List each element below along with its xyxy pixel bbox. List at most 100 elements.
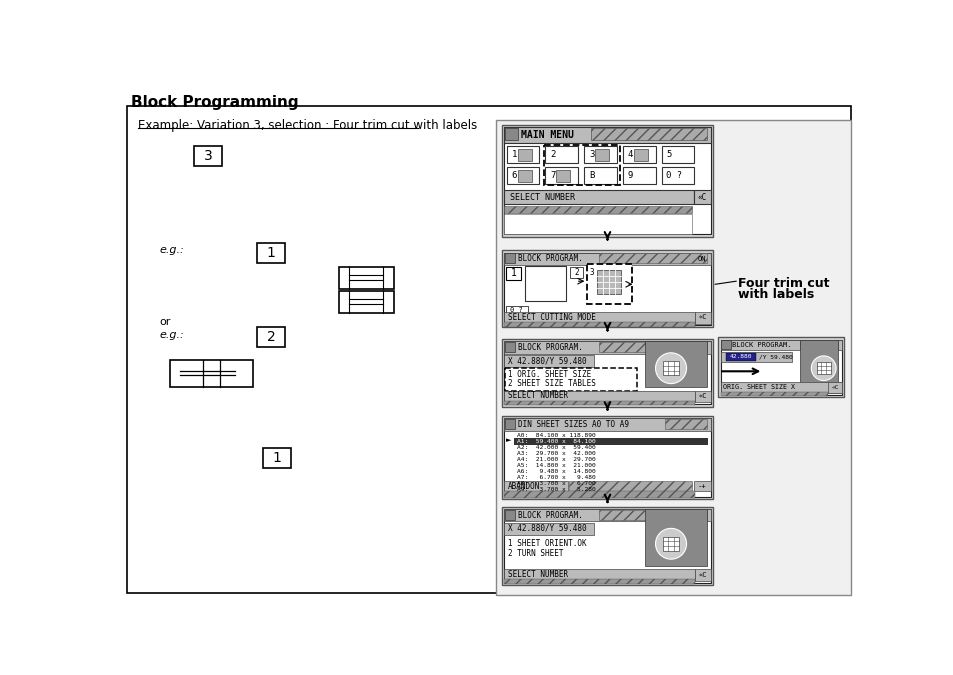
Text: A3:  29.700 x  42.000: A3: 29.700 x 42.000 (517, 451, 595, 456)
Bar (725, 353, 755, 360)
Bar (799, 340, 838, 349)
Text: A5:  14.800 x  21.000: A5: 14.800 x 21.000 (517, 463, 595, 468)
Bar (338, 291, 394, 313)
Bar (504, 312, 695, 323)
Bar (504, 127, 710, 142)
Bar (505, 306, 527, 316)
Bar (504, 252, 710, 325)
Bar (505, 368, 637, 391)
Bar (506, 167, 538, 184)
Text: «C: «C (698, 393, 706, 399)
Bar (622, 167, 655, 184)
Text: SELECT NUMBER: SELECT NUMBER (507, 570, 567, 579)
Bar (338, 267, 394, 289)
Bar (517, 169, 531, 182)
Bar (504, 400, 695, 405)
Text: 0 ?: 0 ? (666, 171, 681, 180)
Bar (543, 145, 619, 185)
Bar (664, 419, 707, 429)
Bar (718, 338, 843, 398)
Text: A6:   9.480 x  14.800: A6: 9.480 x 14.800 (517, 468, 595, 474)
Bar (517, 148, 531, 161)
Bar (720, 340, 730, 349)
Bar (720, 340, 841, 395)
Bar (695, 391, 710, 402)
Bar (598, 510, 707, 520)
Text: «C: «C (698, 315, 706, 321)
Text: 4: 4 (627, 151, 633, 159)
Bar (661, 167, 694, 184)
Text: DIN SHEET SIZES A0 TO A9: DIN SHEET SIZES A0 TO A9 (517, 420, 628, 429)
Bar (645, 509, 707, 566)
Bar (598, 254, 707, 263)
Text: e.g.:: e.g.: (159, 329, 184, 340)
Bar (556, 169, 570, 182)
Bar (720, 340, 841, 350)
Circle shape (655, 529, 686, 559)
Bar (598, 342, 707, 352)
Text: ORIG. SHEET SIZE X: ORIG. SHEET SIZE X (722, 385, 794, 390)
Text: A9:   3.700 x   5.280: A9: 3.700 x 5.280 (517, 487, 595, 492)
Bar (504, 355, 593, 367)
Text: 1: 1 (272, 450, 281, 464)
Bar (194, 146, 222, 167)
Text: BLOCK PROGRAM.: BLOCK PROGRAM. (517, 511, 581, 520)
Text: B: B (588, 171, 594, 180)
Text: ABANDON: ABANDON (507, 481, 539, 491)
Circle shape (655, 353, 686, 383)
Bar (506, 146, 538, 163)
Bar (505, 510, 515, 520)
Text: 2 SHEET SIZE TABLES: 2 SHEET SIZE TABLES (508, 379, 596, 388)
Text: ►: ► (506, 437, 511, 443)
Bar (501, 250, 712, 327)
Bar (693, 481, 710, 491)
Text: Example: Variation 3, selection : Four trim cut with labels: Example: Variation 3, selection : Four t… (137, 119, 476, 132)
Text: A7:   6.700 x   9.480: A7: 6.700 x 9.480 (517, 475, 595, 480)
Text: or: or (159, 317, 171, 327)
Text: SELECT CUTTING MODE: SELECT CUTTING MODE (507, 313, 595, 322)
Bar (720, 352, 791, 362)
Text: 3: 3 (589, 268, 594, 277)
Bar (816, 362, 830, 375)
Bar (501, 339, 712, 407)
Text: 42.880: 42.880 (729, 354, 751, 359)
Bar (504, 252, 710, 265)
Text: 1: 1 (267, 246, 275, 260)
Text: 2: 2 (267, 330, 275, 344)
Text: 3: 3 (204, 149, 213, 163)
Bar (622, 146, 655, 163)
Text: A2:  42.000 x  59.400: A2: 42.000 x 59.400 (517, 445, 595, 450)
Bar (504, 418, 710, 497)
Bar (568, 481, 691, 491)
Text: X 42.880/Y 59.480: X 42.880/Y 59.480 (507, 524, 585, 533)
Bar (504, 569, 695, 580)
Bar (504, 509, 710, 522)
Bar (662, 361, 679, 375)
Text: A0:  84.100 x 118.890: A0: 84.100 x 118.890 (517, 433, 595, 437)
Text: -+: -+ (697, 483, 705, 489)
Bar (262, 448, 291, 468)
Text: «C: «C (698, 572, 706, 578)
Text: 9: 9 (627, 171, 633, 180)
Bar (496, 119, 850, 595)
Bar (504, 523, 593, 535)
Bar (505, 254, 515, 263)
Bar (504, 214, 691, 234)
Bar (504, 481, 567, 491)
Bar (501, 125, 712, 236)
Text: A1:  59.400 x  84.100: A1: 59.400 x 84.100 (517, 439, 595, 443)
Text: 6: 6 (511, 171, 517, 180)
Bar (504, 509, 710, 583)
Text: BLOCK PROGRAM.: BLOCK PROGRAM. (517, 343, 581, 352)
Bar (504, 127, 710, 234)
Text: Block Programming: Block Programming (131, 95, 298, 110)
Bar (504, 391, 695, 402)
Text: 0 ?: 0 ? (510, 307, 522, 313)
Bar (257, 243, 285, 263)
Bar (504, 491, 695, 497)
Text: 7: 7 (550, 171, 555, 180)
Bar (504, 342, 710, 404)
Text: BLOCK PROGRAM.: BLOCK PROGRAM. (732, 342, 791, 348)
Bar (583, 146, 617, 163)
Text: e.g.:: e.g.: (159, 245, 184, 255)
